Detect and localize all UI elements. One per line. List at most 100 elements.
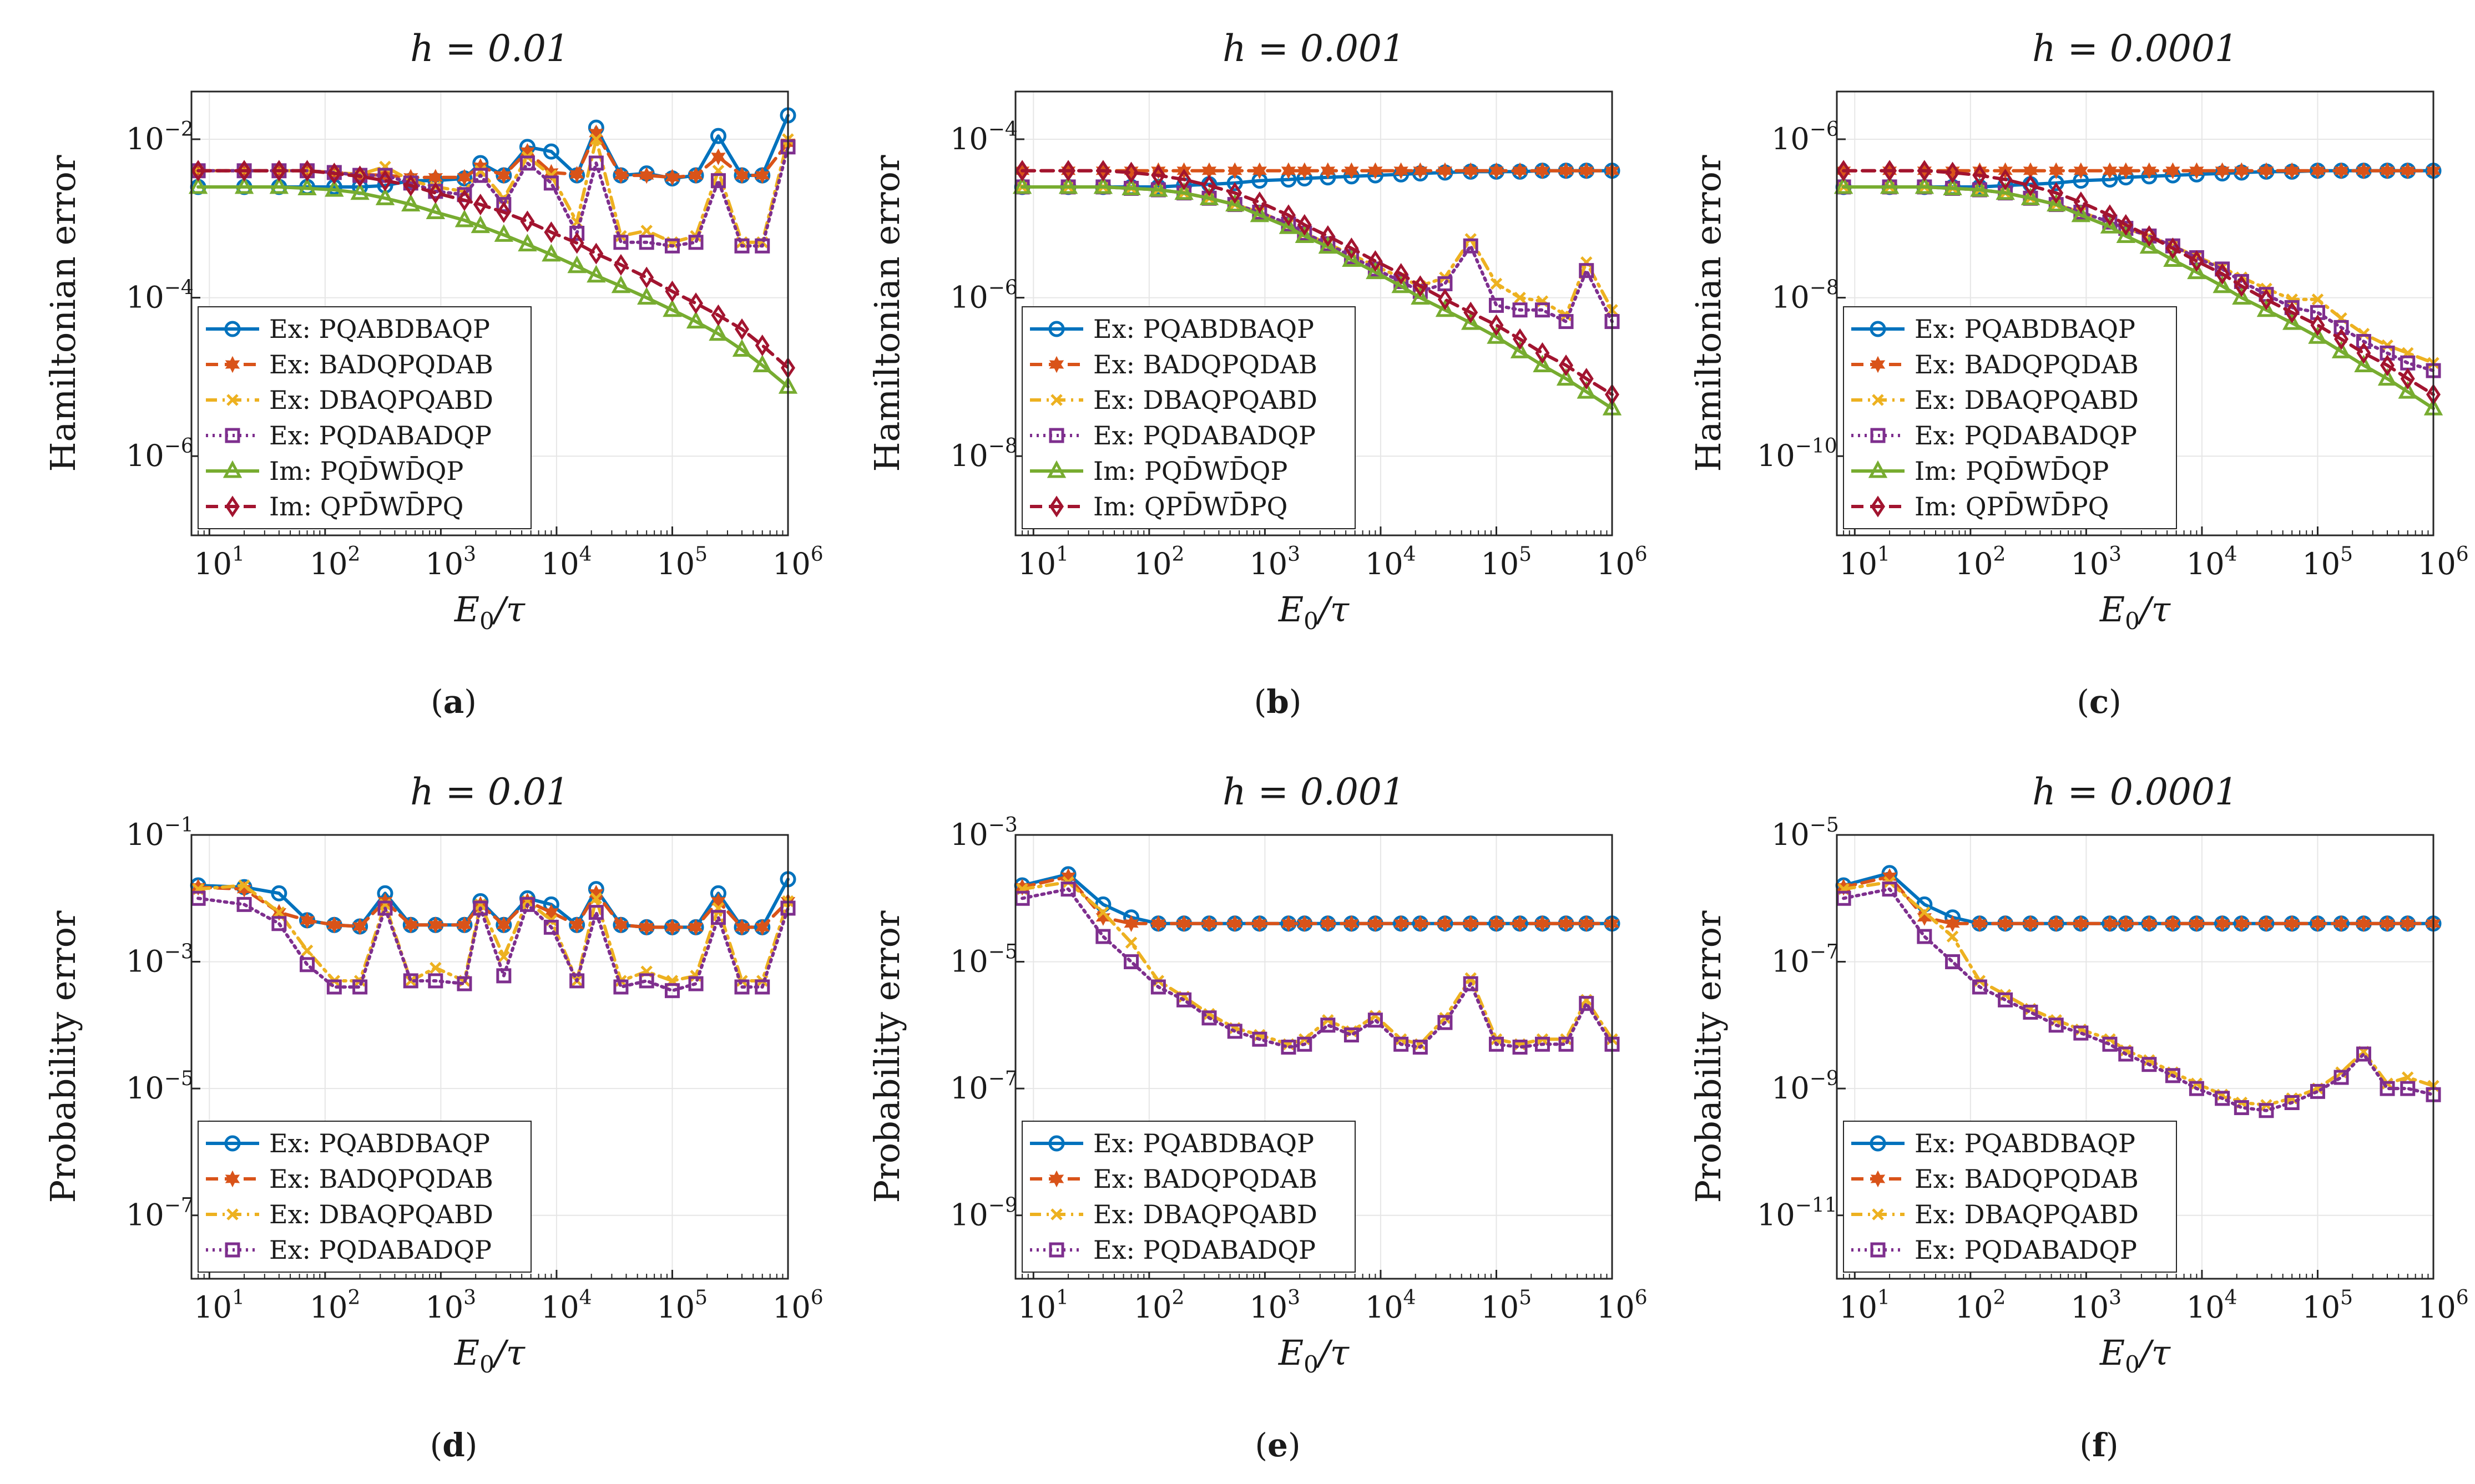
data-point [496,916,512,934]
data-point [2256,299,2276,317]
y-tick-label: 10−8 [950,435,1018,473]
legend-box [1022,1121,1356,1273]
data-point [2311,293,2324,306]
legend-box [1843,1121,2177,1273]
legend-label: Ex: DBAQPQABD [1093,1199,1317,1229]
legend-item: Im: PQD̄WD̄QP [206,455,463,486]
x-tick-label: 106 [772,1287,824,1325]
data-point [1124,954,1139,970]
data-point [2259,915,2274,933]
data-point [1463,162,1478,180]
data-point [2141,1057,2157,1072]
data-point [403,175,418,197]
legend-item: Ex: PQDABADQP [1851,1235,2137,1265]
data-point [2234,275,2249,297]
legend-marker [1872,394,1884,406]
data-point [1535,915,1550,933]
data-point [711,304,726,326]
panel-title: h = 0.0001 [2032,771,2238,813]
legend-label: Ex: PQDABADQP [1093,1235,1316,1265]
data-point [2333,915,2349,933]
data-point [428,182,443,204]
panel-title: h = 0.0001 [2032,27,2238,70]
data-point [589,242,604,265]
data-point [1174,182,1194,200]
data-point [2215,915,2230,933]
data-point [688,919,704,936]
data-point [2234,1100,2249,1116]
data-point [2310,1083,2325,1099]
legend-label: Im: PQD̄WD̄QP [1915,455,2109,486]
series-line [1842,880,2435,1107]
data-point [2331,341,2351,358]
data-point [1201,1010,1217,1026]
data-point [2102,204,2117,226]
x-axis-label: E0/τ [454,589,526,635]
panel-c: 101 102 103 104 105 106 10−6 10−8 10−10 h = 0.000… [1688,27,2469,721]
legend-box [1843,306,2177,529]
data-point [2400,162,2415,180]
x-tick-label: 101 [1018,1287,1069,1325]
data-point [639,266,654,288]
data-point [1252,162,1267,180]
data-point [2189,1081,2204,1096]
legend-label: Ex: DBAQPQABD [1093,385,1317,415]
legend-label: Im: PQD̄WD̄QP [1093,455,1287,486]
legend-marker [226,394,239,406]
data-point [300,957,315,973]
data-point [1228,162,1242,180]
x-tick-label: 101 [1839,1287,1890,1325]
series [191,160,796,379]
data-point [2047,194,2066,212]
data-point [2049,182,2064,204]
data-point [590,892,603,905]
legend: Ex: PQABDBAQP Ex: BADQPQDAB Ex: DBAQPQABD E… [1022,1121,1356,1273]
data-point [1320,1017,1336,1033]
data-point [640,225,653,237]
panel-b: 101 102 103 104 105 106 10−4 10−6 10−8 h = 0.001 H… [867,27,1648,721]
x-tick-label: 104 [1365,1287,1416,1325]
data-point [1970,179,1989,197]
data-point [1252,915,1267,933]
data-point [1972,162,1987,180]
y-axis-label: Hamiltonian error [43,155,83,472]
data-point [403,973,418,989]
data-point [498,950,510,963]
panel-caption: (f) [2079,1426,2118,1464]
legend-item: Ex: DBAQPQABD [206,385,493,415]
data-point [1461,312,1481,330]
legend-label: Ex: PQDABADQP [269,1235,492,1265]
legend-marker [225,428,240,443]
data-point [237,160,252,182]
data-point [2143,1054,2155,1066]
data-point [300,160,315,182]
legend-item: Ex: DBAQPQABD [1030,1199,1317,1229]
data-point [569,916,584,934]
data-point [1125,936,1138,949]
data-point [350,182,370,200]
y-tick-label: 10−5 [950,941,1018,979]
x-tick-label: 104 [1365,543,1416,581]
data-point [569,232,584,254]
axes-frame [1836,90,2434,536]
data-point [639,235,654,250]
data-point [1411,287,1430,305]
data-point [1151,915,1166,933]
data-point [496,968,512,984]
legend-marker [1870,321,1886,337]
data-point [1488,297,1504,313]
data-point [1095,909,1111,926]
data-point [1435,299,1455,317]
data-point [1513,328,1528,350]
data-point [2163,249,2183,267]
data-point [1295,225,1314,243]
data-point [2380,162,2395,180]
data-point [2354,354,2373,373]
x-tick-label: 101 [194,1287,245,1325]
legend-item: Ex: PQABDBAQP [206,1128,490,1158]
data-point [2284,1095,2300,1110]
data-point [273,906,285,919]
data-point [377,900,393,916]
legend-label: Im: QPD̄WD̄PQ [1915,491,2109,521]
y-tick-label: 10−6 [126,435,194,473]
